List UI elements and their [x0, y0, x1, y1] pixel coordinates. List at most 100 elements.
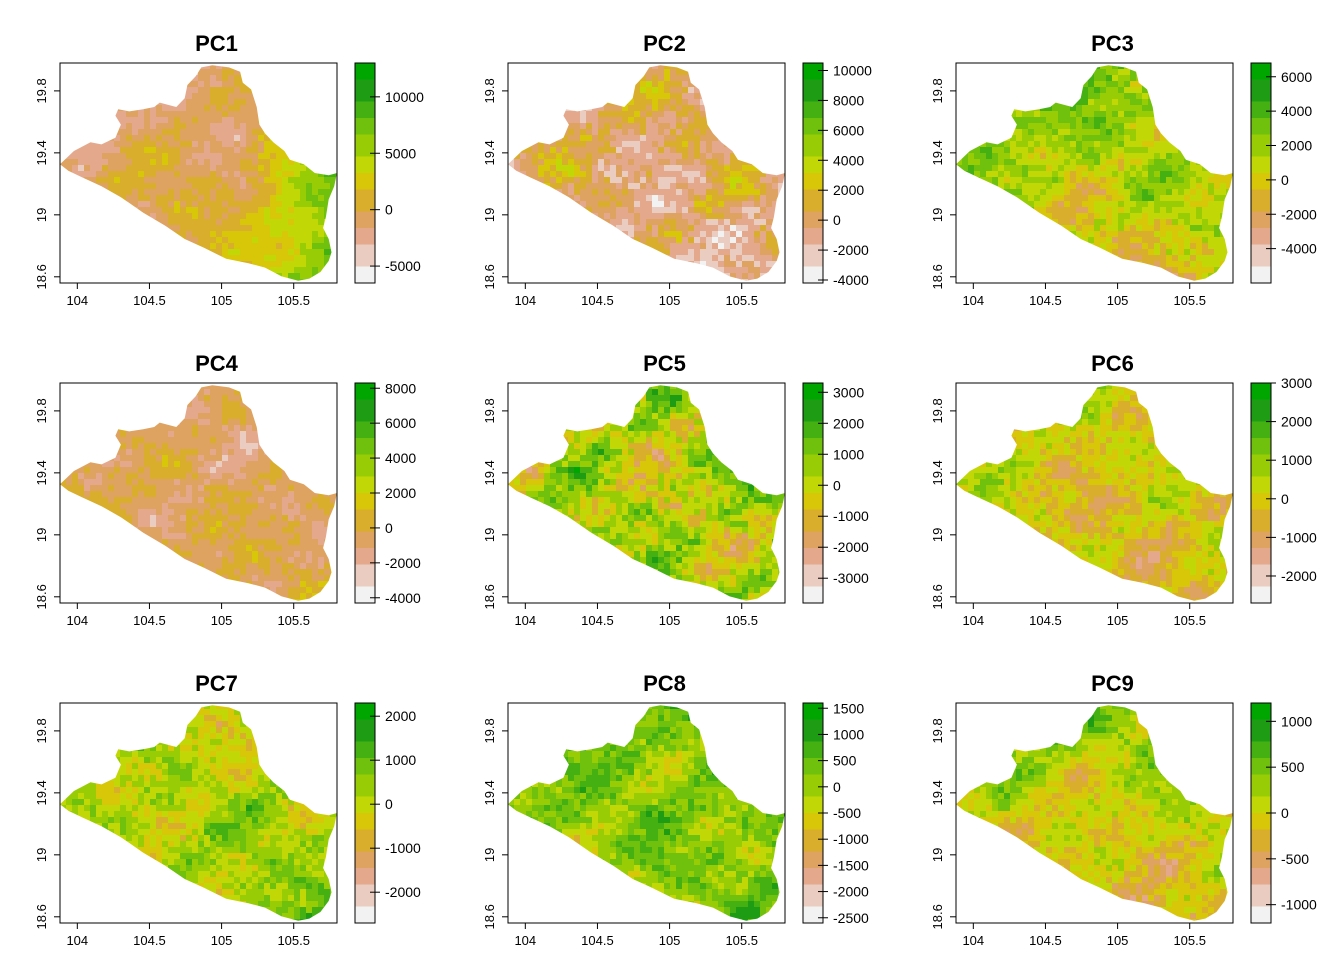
- raster-cell: [108, 93, 114, 99]
- raster-cell: [192, 237, 198, 243]
- raster-cell: [318, 243, 324, 249]
- raster-cell: [222, 231, 228, 237]
- raster-cell: [622, 81, 628, 87]
- raster-cell: [102, 219, 108, 225]
- raster-cell: [1094, 69, 1100, 75]
- raster-cell: [592, 219, 598, 225]
- raster-cell: [126, 171, 132, 177]
- raster-cell: [264, 195, 270, 201]
- raster-cell: [186, 279, 192, 281]
- raster-cell: [688, 69, 694, 75]
- raster-cell: [664, 261, 670, 267]
- raster-cell: [234, 69, 240, 75]
- raster-cell: [592, 261, 598, 267]
- raster-cell: [1172, 189, 1178, 195]
- raster-cell: [192, 99, 198, 105]
- raster-cell: [96, 267, 102, 273]
- raster-cell: [156, 75, 162, 81]
- raster-cell: [1016, 225, 1022, 231]
- raster-cell: [652, 153, 658, 159]
- raster-cell: [574, 99, 580, 105]
- raster-cell: [634, 255, 640, 261]
- raster-cell: [240, 129, 246, 135]
- raster-cell: [84, 201, 90, 207]
- raster-cell: [1184, 117, 1190, 123]
- raster-cell: [1142, 87, 1148, 93]
- raster-cell: [646, 219, 652, 225]
- raster-cell: [628, 81, 634, 87]
- raster-cell: [550, 141, 556, 147]
- raster-cell: [1148, 207, 1154, 213]
- raster-cell: [78, 123, 84, 129]
- raster-cell: [514, 147, 520, 153]
- raster-cell: [652, 165, 658, 171]
- raster-cell: [766, 75, 772, 81]
- raster-cell: [748, 267, 754, 273]
- raster-cell: [1022, 225, 1028, 231]
- raster-cell: [664, 99, 670, 105]
- raster-cell: [986, 65, 992, 69]
- raster-cell: [1094, 65, 1100, 69]
- raster-cell: [568, 225, 574, 231]
- raster-cell: [754, 99, 760, 105]
- raster-cell: [102, 141, 108, 147]
- raster-cell: [276, 105, 282, 111]
- raster-cell: [1028, 93, 1034, 99]
- raster-cell: [1202, 177, 1208, 183]
- raster-cell: [520, 267, 526, 273]
- raster-cell: [706, 231, 712, 237]
- raster-cell: [760, 249, 766, 255]
- raster-cell: [742, 65, 748, 69]
- raster-cell: [730, 195, 736, 201]
- raster-cell: [66, 153, 72, 159]
- raster-cell: [1226, 183, 1232, 189]
- raster-cell: [652, 225, 658, 231]
- raster-cell: [634, 147, 640, 153]
- raster-cell: [318, 261, 324, 267]
- raster-cell: [676, 237, 682, 243]
- raster-cell: [1226, 105, 1232, 111]
- raster-cell: [1100, 159, 1106, 165]
- raster-cell: [300, 171, 306, 177]
- raster-cell: [198, 93, 204, 99]
- raster-cell: [168, 87, 174, 93]
- raster-cell: [174, 171, 180, 177]
- colorbar-segment: [803, 85, 823, 91]
- raster-cell: [114, 177, 120, 183]
- raster-cell: [616, 183, 622, 189]
- raster-cell: [90, 279, 96, 281]
- raster-cell: [60, 219, 66, 225]
- raster-cell: [1172, 159, 1178, 165]
- raster-cell: [270, 171, 276, 177]
- raster-cell: [288, 147, 294, 153]
- raster-cell: [1172, 225, 1178, 231]
- raster-cell: [986, 75, 992, 81]
- raster-cell: [718, 225, 724, 231]
- raster-cell: [1016, 165, 1022, 171]
- raster-cell: [192, 183, 198, 189]
- raster-cell: [312, 249, 318, 255]
- raster-cell: [1052, 159, 1058, 165]
- raster-cell: [144, 261, 150, 267]
- raster-cell: [282, 213, 288, 219]
- raster-cell: [1178, 159, 1184, 165]
- raster-cell: [568, 183, 574, 189]
- raster-cell: [1220, 171, 1226, 177]
- raster-cell: [962, 111, 968, 117]
- raster-cell: [998, 183, 1004, 189]
- raster-cell: [724, 87, 730, 93]
- raster-cell: [1214, 105, 1220, 111]
- raster-cell: [1220, 207, 1226, 213]
- raster-cell: [712, 267, 718, 273]
- raster-cell: [526, 65, 532, 69]
- raster-cell: [1100, 105, 1106, 111]
- raster-cell: [568, 273, 574, 279]
- raster-cell: [192, 267, 198, 273]
- raster-cell: [252, 111, 258, 117]
- raster-cell: [156, 99, 162, 105]
- raster-cell: [252, 189, 258, 195]
- raster-cell: [766, 87, 772, 93]
- colorbar-segment: [803, 112, 823, 119]
- raster-cell: [162, 171, 168, 177]
- raster-cell: [718, 177, 724, 183]
